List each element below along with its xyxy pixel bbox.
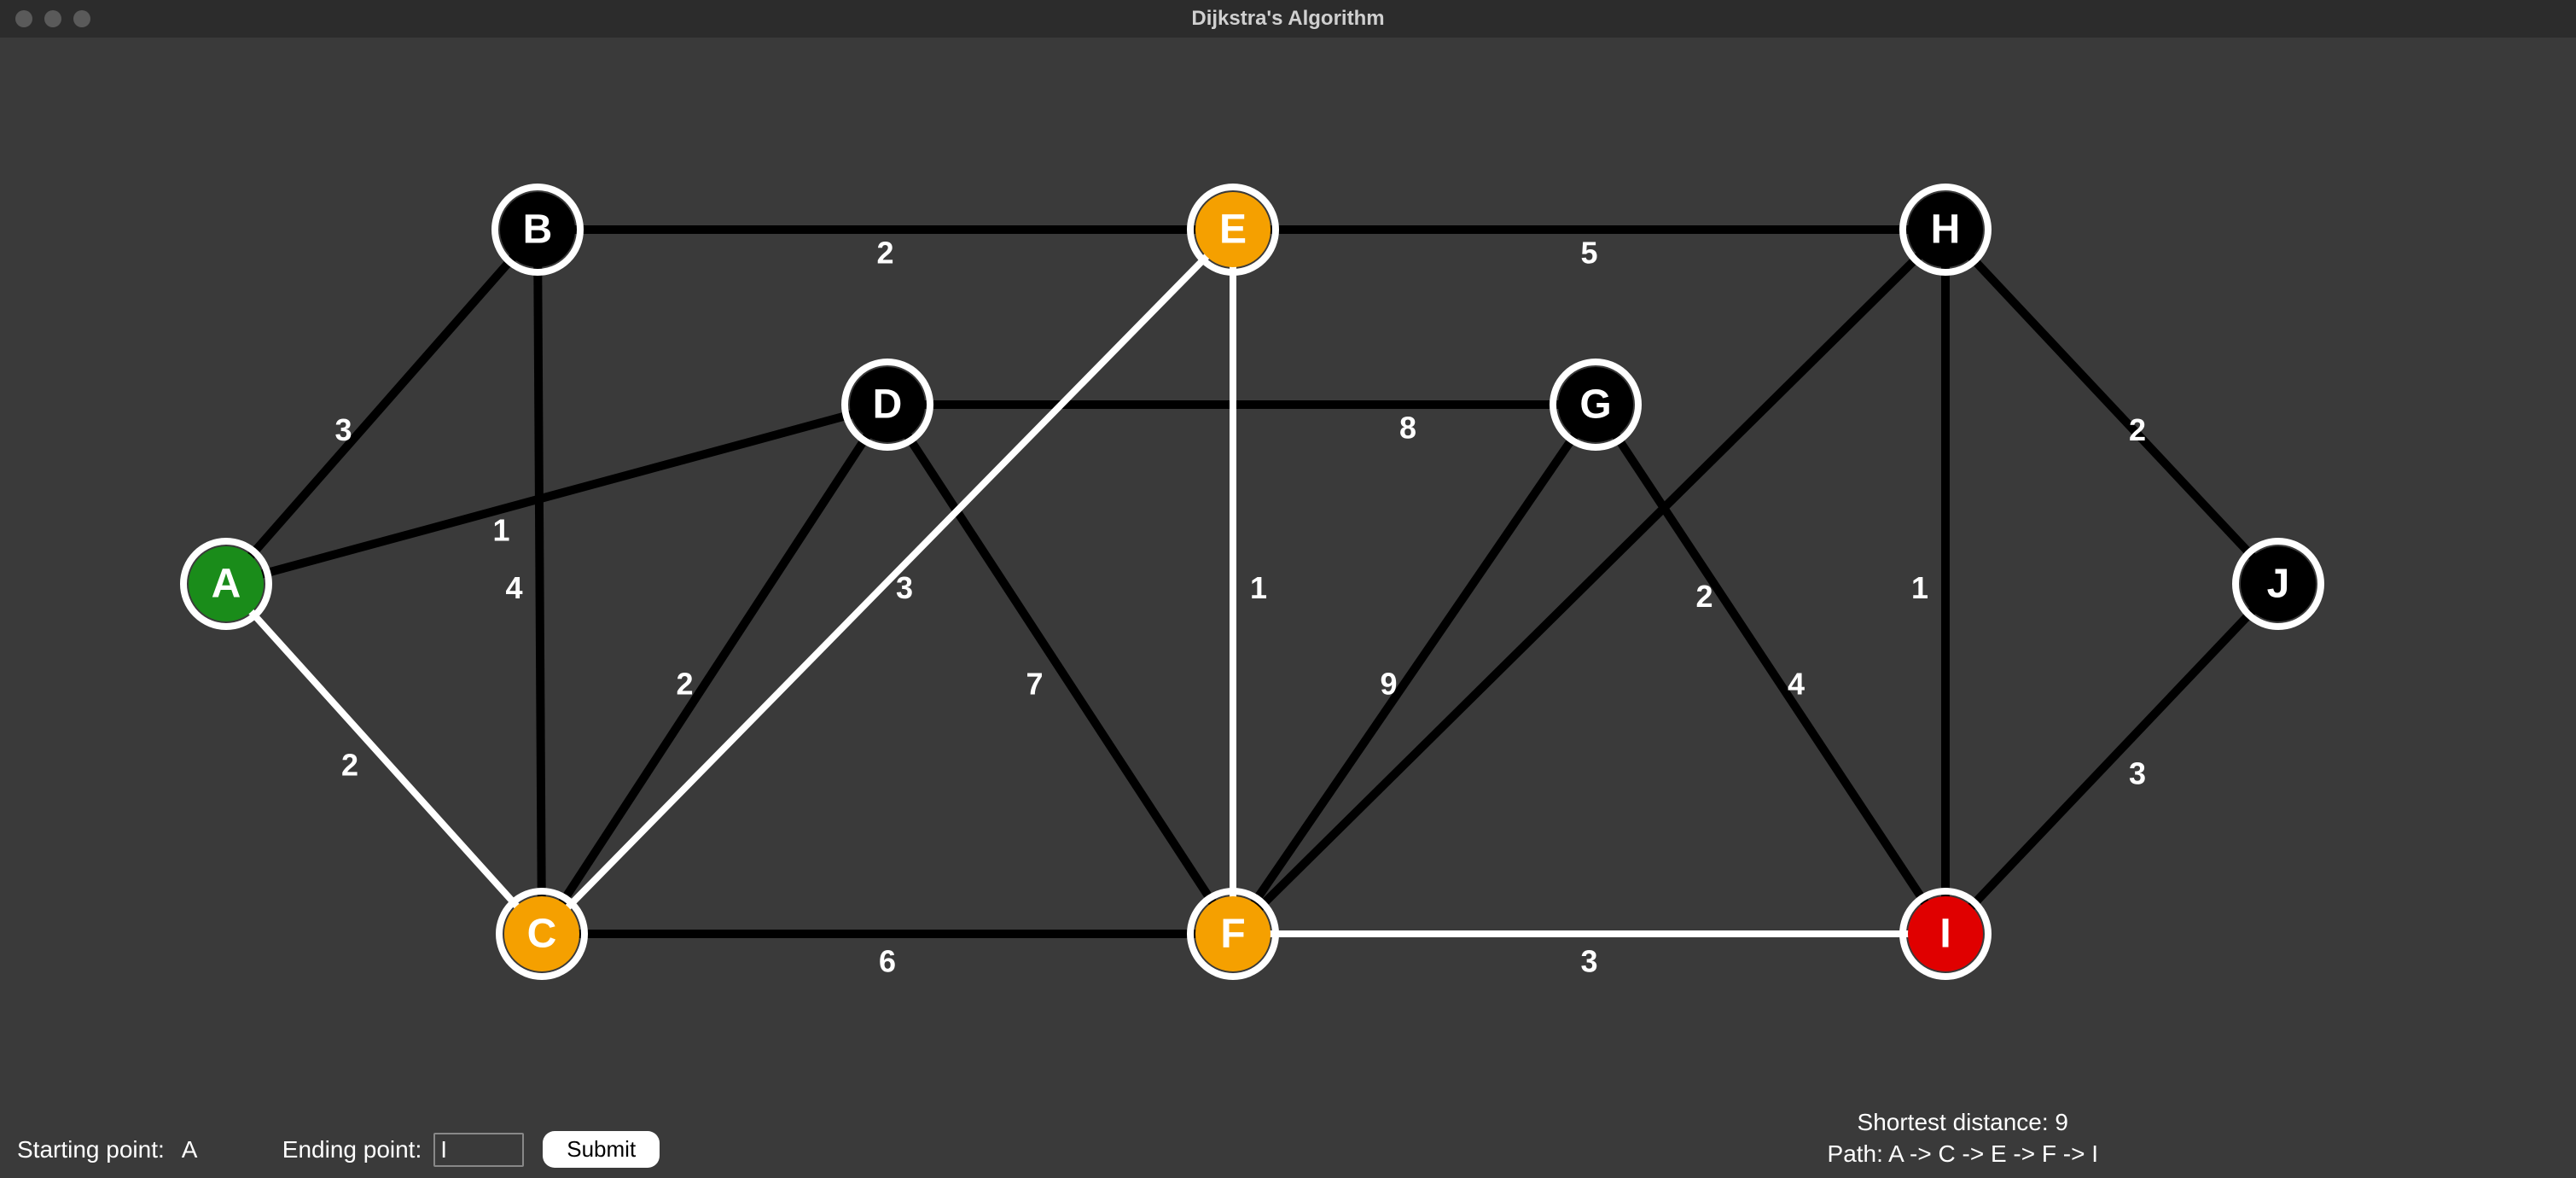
node-label-H: H: [1931, 207, 1961, 253]
edge-weight-D-F: 7: [1026, 667, 1043, 702]
start-point-group: Starting point:: [17, 1134, 264, 1165]
node-label-I: I: [1939, 912, 1951, 957]
node-label-G: G: [1579, 382, 1611, 428]
end-point-input[interactable]: [433, 1133, 524, 1167]
edge-weight-D-G: 8: [1399, 411, 1416, 446]
edge-A-B: [226, 230, 538, 584]
edge-weight-F-G: 9: [1380, 667, 1397, 702]
graph-canvas: 3 2 1 4 2 2 3 6 7 8 1 5 9 2 3 4 1 2 3 A B C D E F G H I J Starting …: [0, 38, 2576, 1178]
edge-C-E: [542, 230, 1233, 934]
graph-svg: 3 2 1 4 2 2 3 6 7 8 1 5 9 2 3 4 1 2 3 A B C D E F G H I J: [0, 38, 2576, 1178]
edge-weight-H-I: 1: [1911, 570, 1928, 605]
node-label-D: D: [873, 382, 903, 428]
node-H[interactable]: H: [1903, 187, 1988, 272]
node-I[interactable]: I: [1903, 891, 1988, 977]
node-label-J: J: [2267, 562, 2290, 607]
edge-weight-A-D: 1: [492, 513, 509, 548]
node-A[interactable]: A: [183, 541, 269, 627]
node-label-F: F: [1220, 912, 1245, 957]
zoom-icon[interactable]: [73, 10, 90, 27]
edge-weight-B-E: 2: [876, 236, 893, 271]
edge-weight-E-F: 1: [1250, 570, 1267, 605]
edge-D-F: [887, 405, 1233, 934]
start-point-input[interactable]: [177, 1134, 264, 1165]
edge-weight-A-C: 2: [341, 748, 358, 783]
edge-weight-B-C: 4: [505, 570, 522, 605]
edge-H-J: [1945, 230, 2278, 584]
edge-weight-C-E: 3: [896, 570, 913, 605]
minimize-icon[interactable]: [44, 10, 61, 27]
end-point-label: Ending point:: [282, 1136, 422, 1163]
node-B[interactable]: B: [495, 187, 580, 272]
node-G[interactable]: G: [1553, 362, 1638, 447]
node-C[interactable]: C: [499, 891, 584, 977]
edge-weight-G-I: 4: [1788, 667, 1805, 702]
edge-B-C: [538, 230, 542, 934]
node-J[interactable]: J: [2236, 541, 2321, 627]
result-path: Path: A -> C -> E -> F -> I: [1828, 1139, 2098, 1169]
node-label-E: E: [1219, 207, 1247, 253]
start-point-label: Starting point:: [17, 1136, 165, 1163]
end-point-group: Ending point:: [282, 1133, 524, 1167]
node-F[interactable]: F: [1190, 891, 1276, 977]
node-E[interactable]: E: [1190, 187, 1276, 272]
window-title: Dijkstra's Algorithm: [0, 7, 2576, 31]
result-distance: Shortest distance: 9: [1828, 1107, 2098, 1138]
titlebar: Dijkstra's Algorithm: [0, 0, 2576, 38]
edge-weight-I-J: 3: [2129, 756, 2146, 791]
node-label-C: C: [527, 912, 557, 957]
node-D[interactable]: D: [845, 362, 930, 447]
close-icon[interactable]: [15, 10, 32, 27]
edge-A-C: [226, 584, 542, 934]
edge-weight-E-H: 5: [1580, 236, 1597, 271]
edge-weight-F-I: 3: [1580, 944, 1597, 979]
edge-weight-H-J: 2: [2129, 412, 2146, 447]
edge-G-I: [1596, 405, 1945, 934]
edge-weight-F-H: 2: [1695, 579, 1712, 614]
node-label-B: B: [523, 207, 553, 253]
edge-weight-C-F: 6: [879, 944, 896, 979]
controls-bar: Starting point: Ending point: Submit: [17, 1131, 660, 1168]
edge-weight-C-D: 2: [676, 667, 693, 702]
edge-weight-A-B: 3: [334, 412, 352, 447]
edge-F-G: [1233, 405, 1596, 934]
submit-button[interactable]: Submit: [543, 1131, 660, 1168]
result-text: Shortest distance: 9 Path: A -> C -> E -…: [1828, 1107, 2098, 1169]
app-window: Dijkstra's Algorithm 3214223678159234123…: [0, 0, 2576, 1178]
window-controls: [0, 10, 90, 27]
edge-F-H: [1233, 230, 1945, 934]
node-label-A: A: [212, 562, 241, 607]
edge-I-J: [1945, 584, 2278, 934]
